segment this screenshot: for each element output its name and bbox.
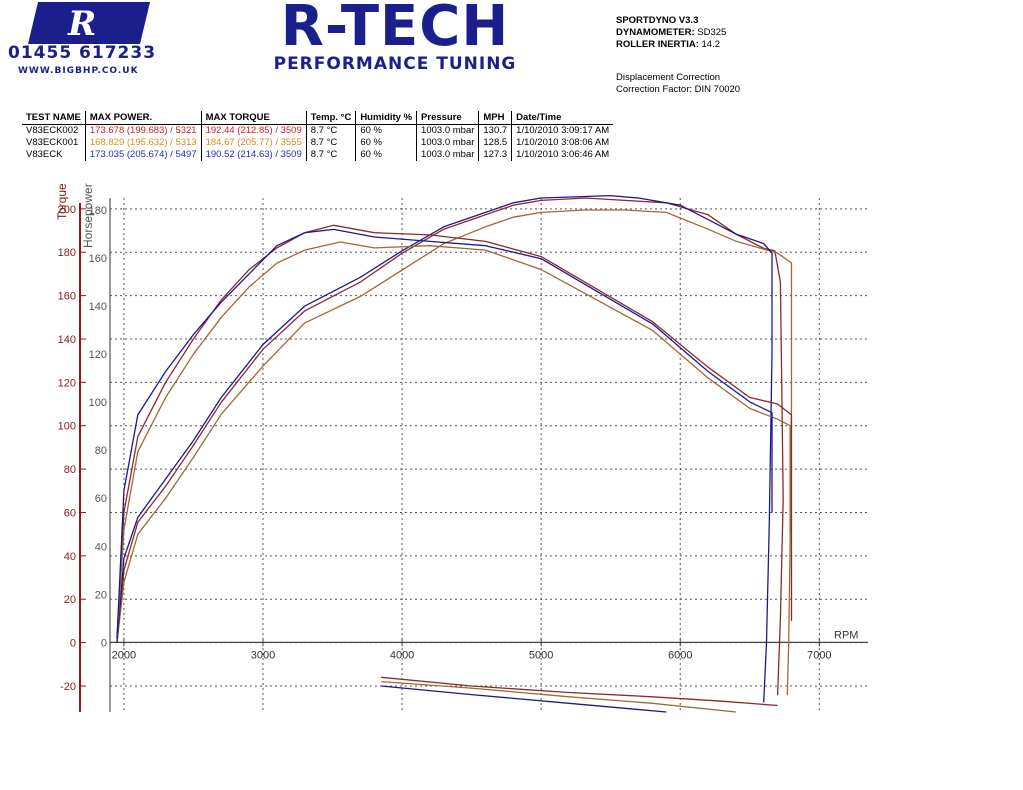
cell-pressure: 1003.0 mbar — [416, 124, 479, 137]
correction-info: Displacement Correction Correction Facto… — [616, 72, 740, 96]
table-row: V83ECK002 173.678 (199.683) / 5321 192.4… — [22, 124, 614, 137]
inertia-value: 14.2 — [701, 39, 721, 50]
col-datetime: Date/Time — [511, 111, 614, 125]
torque-tick-label: 120 — [58, 377, 76, 389]
hp-tick-label: 160 — [89, 253, 107, 265]
hp-tick-label: 0 — [101, 637, 107, 649]
correction-line-1: Displacement Correction — [616, 72, 721, 83]
chart-series — [116, 194, 793, 713]
chart-grid — [110, 198, 868, 712]
hp-tick-label: 40 — [95, 541, 107, 553]
results-header-row: TEST NAME MAX POWER. MAX TORQUE Temp. °C… — [22, 111, 614, 125]
dynamometer-label: DYNAMOMETER: — [616, 27, 695, 38]
logo-letter: R — [67, 4, 96, 44]
dynamometer-value: SD325 — [697, 27, 727, 38]
cell-mph: 130.7 — [478, 124, 512, 137]
torque-tick-label: 60 — [64, 507, 76, 519]
torque-tick-label: 140 — [58, 334, 76, 346]
hp-tick-label: 120 — [89, 349, 107, 361]
rpm-tick-label: 4000 — [390, 649, 414, 661]
hp-tick-label: 180 — [89, 205, 107, 217]
torque-tick-label: 20 — [64, 594, 76, 606]
cell-datetime: 1/10/2010 3:06:46 AM — [511, 149, 614, 161]
rpm-tick-label: 5000 — [529, 649, 553, 661]
phone-number: 01455 617233 — [8, 43, 157, 63]
hp-tick-label: 60 — [95, 493, 107, 505]
series-loss-v83eck001 — [381, 680, 736, 713]
correction-line-2: Correction Factor: DIN 70020 — [616, 84, 741, 95]
website-url: WWW.BIGBHP.CO.UK — [18, 66, 139, 76]
table-row: V83ECK 173.035 (205.674) / 5497 190.52 (… — [22, 149, 614, 161]
rpm-axis-label: RPM — [834, 629, 858, 641]
chart-axes: -200204060801001201401601802000204060801… — [58, 198, 868, 712]
cell-pressure: 1003.0 mbar — [416, 149, 479, 161]
torque-tick-label: 200 — [58, 204, 76, 216]
brand-title: R-TECH — [280, 0, 510, 59]
series-power-v83eck — [116, 194, 773, 703]
torque-tick-label: 0 — [70, 638, 76, 650]
col-pressure: Pressure — [416, 111, 479, 125]
software-version: SPORTDYNO V3.3 — [616, 15, 699, 26]
cell-datetime: 1/10/2010 3:09:17 AM — [511, 124, 614, 137]
cell-temp: 8.7 °C — [305, 149, 356, 161]
cell-datetime: 1/10/2010 3:08:06 AM — [511, 137, 614, 149]
rpm-tick-label: 7000 — [807, 649, 831, 661]
cell-torque: 192.44 (212.85) / 3509 — [200, 124, 307, 137]
hp-tick-label: 80 — [95, 445, 107, 457]
hp-tick-label: 20 — [95, 589, 107, 601]
dyno-info: SPORTDYNO V3.3 DYNAMOMETER: SD325 ROLLER… — [616, 15, 726, 51]
horsepower-axis-label: Horsepower — [81, 183, 95, 248]
series-power-v83eck002 — [116, 197, 784, 696]
rpm-tick-label: 3000 — [251, 649, 275, 661]
cell-temp: 8.7 °C — [305, 124, 356, 137]
col-mph: MPH — [478, 111, 512, 125]
cell-power: 173.678 (199.683) / 5321 — [84, 124, 202, 137]
series-loss-v83eck002 — [381, 676, 778, 707]
rpm-tick-label: 6000 — [668, 649, 692, 661]
cell-name: V83ECK — [26, 149, 63, 160]
brand-tagline: PERFORMANCE TUNING — [273, 54, 517, 74]
cell-pressure: 1003.0 mbar — [416, 137, 479, 149]
dyno-chart: -200204060801001201401601802000204060801… — [55, 183, 868, 713]
col-max-power: MAX POWER. — [84, 111, 202, 125]
rpm-tick-label: 2000 — [112, 649, 136, 661]
series-loss-v83eck — [381, 685, 667, 713]
torque-tick-label: -20 — [60, 681, 76, 693]
series-torque-v83eck — [116, 228, 773, 639]
torque-tick-label: 100 — [58, 421, 76, 433]
col-temp: Temp. °C — [305, 111, 356, 125]
hp-tick-label: 100 — [89, 397, 107, 409]
cell-humidity: 60 % — [355, 137, 417, 149]
series-torque-v83eck002 — [116, 224, 793, 639]
cell-power: 168.829 (195.632) / 5313 — [84, 137, 202, 149]
cell-torque: 184.67 (205.77) / 3555 — [200, 137, 307, 149]
inertia-label: ROLLER INERTIA: — [616, 39, 699, 50]
torque-tick-label: 40 — [64, 551, 76, 563]
cell-humidity: 60 % — [355, 124, 417, 137]
torque-tick-label: 160 — [58, 291, 76, 303]
cell-mph: 128.5 — [478, 137, 512, 149]
cell-torque: 190.52 (214.63) / 3509 — [200, 149, 307, 161]
series-torque-v83eck001 — [116, 241, 791, 639]
torque-axis-label: Torque — [55, 183, 69, 220]
col-test-name: TEST NAME — [22, 111, 86, 125]
cell-mph: 127.3 — [478, 149, 512, 161]
rtech-logo: R — [28, 2, 150, 44]
cell-temp: 8.7 °C — [305, 137, 356, 149]
results-table: TEST NAME MAX POWER. MAX TORQUE Temp. °C… — [22, 111, 614, 161]
cell-power: 173.035 (205.674) / 5497 — [84, 149, 202, 161]
cell-humidity: 60 % — [355, 149, 417, 161]
cell-name: V83ECK001 — [26, 137, 79, 148]
torque-tick-label: 80 — [64, 464, 76, 476]
cell-name: V83ECK002 — [26, 125, 79, 136]
torque-tick-label: 180 — [58, 247, 76, 259]
col-max-torque: MAX TORQUE — [200, 111, 307, 125]
series-power-v83eck001 — [116, 209, 793, 696]
col-humidity: Humidity % — [355, 111, 417, 125]
table-row: V83ECK001 168.829 (195.632) / 5313 184.6… — [22, 137, 614, 149]
hp-tick-label: 140 — [89, 301, 107, 313]
